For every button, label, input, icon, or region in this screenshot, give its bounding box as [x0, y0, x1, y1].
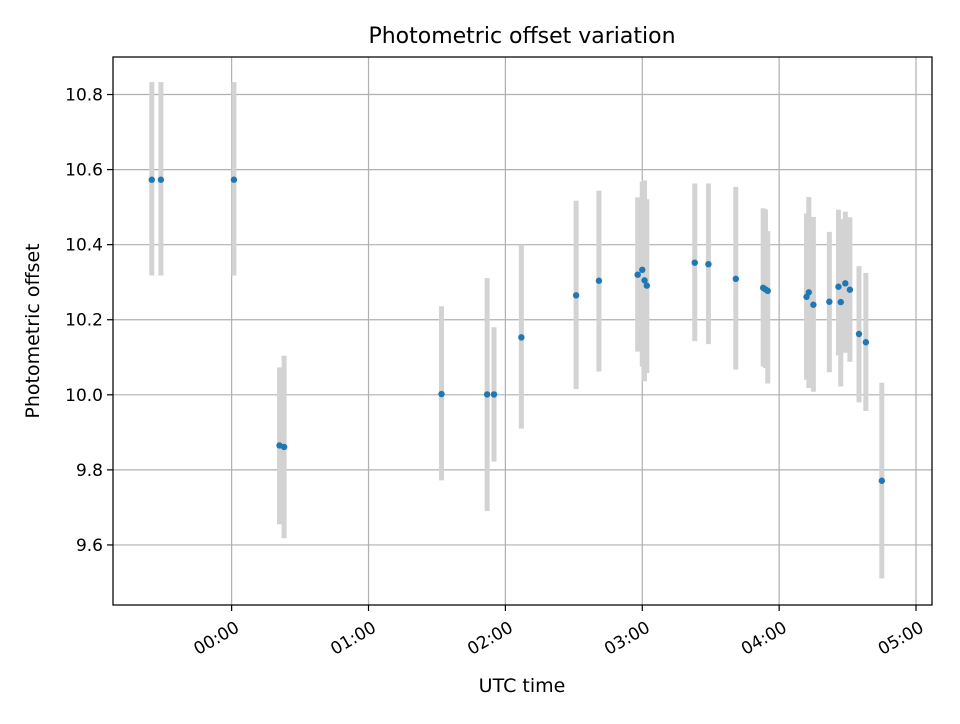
data-points — [148, 176, 886, 484]
data-point — [805, 289, 813, 296]
data-point — [691, 259, 698, 266]
y-tick-label: 10.2 — [65, 311, 103, 331]
chart-title: Photometric offset variation — [368, 24, 675, 49]
data-point — [835, 283, 842, 290]
y-axis-ticks: 9.6 9.8 10.0 10.2 10.4 10.6 10.8 — [65, 86, 113, 556]
y-tick-label: 9.8 — [76, 461, 103, 481]
data-point — [878, 477, 886, 484]
data-point — [826, 298, 833, 305]
plot-frame — [112, 56, 933, 606]
x-tick-label: 01:00 — [327, 618, 379, 660]
data-point — [732, 275, 740, 283]
data-point — [490, 391, 498, 398]
x-tick-label: 05:00 — [875, 618, 927, 660]
data-point — [855, 330, 863, 338]
data-point — [641, 277, 648, 284]
data-point — [230, 176, 238, 183]
y-tick-label: 10.4 — [65, 236, 103, 256]
data-point — [157, 176, 165, 183]
data-point — [837, 298, 844, 306]
x-axis-ticks: 00:00 01:00 02:00 03:00 04:00 05:00 — [190, 605, 927, 660]
data-point — [595, 277, 603, 284]
x-tick-label: 02:00 — [464, 618, 516, 660]
x-tick-label: 00:00 — [190, 618, 242, 660]
data-point — [572, 292, 580, 299]
y-axis-label: Photometric offset — [22, 243, 44, 418]
data-point — [639, 266, 646, 274]
x-axis-label: UTC time — [479, 675, 566, 697]
error-bars — [149, 82, 885, 579]
x-tick-label: 04:00 — [738, 618, 790, 660]
data-point — [846, 286, 854, 293]
data-point — [842, 280, 849, 287]
y-tick-label: 10.6 — [65, 161, 103, 181]
x-tick-label: 03:00 — [601, 618, 653, 660]
y-tick-label: 9.6 — [76, 536, 103, 556]
data-point — [705, 260, 712, 268]
data-point — [483, 391, 491, 398]
y-tick-label: 10.8 — [65, 86, 103, 106]
data-point — [438, 390, 445, 398]
data-point — [764, 287, 771, 295]
data-point — [862, 339, 870, 346]
data-point — [634, 271, 641, 278]
data-point — [643, 282, 651, 289]
data-point — [148, 176, 155, 183]
data-point — [810, 301, 817, 308]
data-point — [518, 334, 525, 341]
y-tick-label: 10.0 — [65, 386, 103, 406]
data-point — [280, 443, 288, 451]
